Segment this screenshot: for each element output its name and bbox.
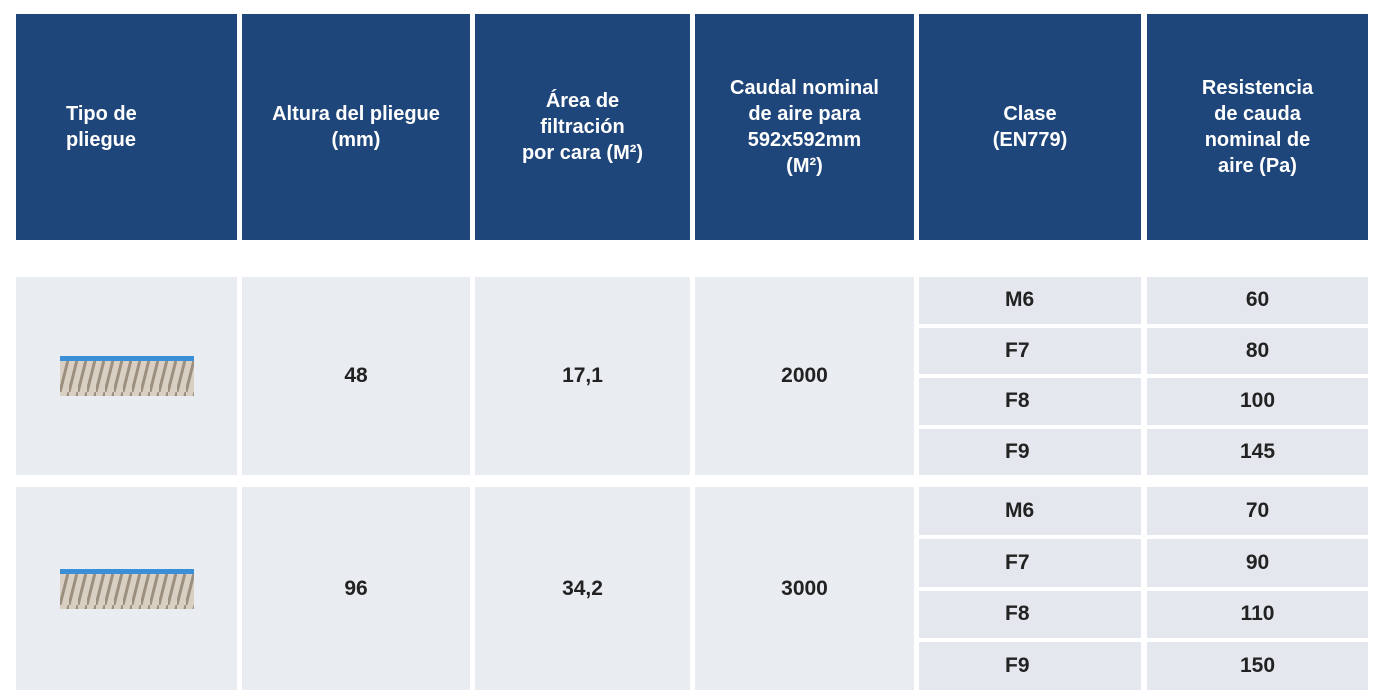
area-cell: 34,2 — [475, 487, 690, 690]
altura-cell: 96 — [242, 487, 470, 690]
header-cell: Clase(EN779) — [919, 14, 1141, 240]
resistencia-cell: 60 — [1147, 277, 1368, 324]
header-text: Área de — [546, 88, 619, 114]
cell-text: 3000 — [781, 577, 828, 601]
header-text: aire (Pa) — [1218, 153, 1297, 179]
resistencia-cell: 70 — [1147, 487, 1368, 535]
header-text: (mm) — [332, 127, 381, 153]
resistencia-cell: 90 — [1147, 539, 1368, 587]
resistencia-cell: 80 — [1147, 328, 1368, 375]
cell-text: 2000 — [781, 364, 828, 388]
cell-text: F8 — [1005, 602, 1030, 626]
cell-text: 48 — [344, 364, 367, 388]
cell-text: F7 — [1005, 339, 1030, 363]
header-text: nominal de — [1205, 127, 1311, 153]
cell-text: 150 — [1240, 654, 1275, 678]
header-text: (EN779) — [993, 127, 1067, 153]
caudal-cell: 3000 — [695, 487, 914, 690]
clase-cell: F7 — [919, 539, 1141, 587]
table: Tipo depliegueAltura del pliegue(mm)Área… — [0, 0, 1384, 690]
cell-text: 60 — [1246, 288, 1269, 312]
header-text: de cauda — [1214, 101, 1301, 127]
cell-text: 17,1 — [562, 364, 603, 388]
icon-cell — [16, 487, 237, 690]
pleat-icon — [60, 569, 194, 609]
header-text: pliegue — [66, 127, 136, 153]
cell-text: 145 — [1240, 440, 1275, 464]
resistencia-cell: 145 — [1147, 429, 1368, 476]
header-text: Altura del pliegue — [272, 101, 440, 127]
clase-cell: F8 — [919, 591, 1141, 639]
cell-text: 90 — [1246, 551, 1269, 575]
header-text: filtración — [540, 114, 624, 140]
cell-text: F8 — [1005, 389, 1030, 413]
resistencia-cell: 110 — [1147, 591, 1368, 639]
resistencia-cell: 150 — [1147, 642, 1368, 690]
cell-text: M6 — [1005, 499, 1034, 523]
area-cell: 17,1 — [475, 277, 690, 475]
header-text: de aire para — [748, 101, 860, 127]
cell-text: 80 — [1246, 339, 1269, 363]
clase-cell: M6 — [919, 487, 1141, 535]
header-text: (M²) — [786, 153, 823, 179]
clase-cell: M6 — [919, 277, 1141, 324]
icon-cell — [16, 277, 237, 475]
resistencia-cell: 100 — [1147, 378, 1368, 425]
cell-text: F9 — [1005, 654, 1030, 678]
cell-text: 34,2 — [562, 577, 603, 601]
cell-text: M6 — [1005, 288, 1034, 312]
clase-cell: F8 — [919, 378, 1141, 425]
pleat-icon — [60, 356, 194, 396]
header-text: 592x592mm — [748, 127, 861, 153]
cell-text: F9 — [1005, 440, 1030, 464]
altura-cell: 48 — [242, 277, 470, 475]
cell-text: 110 — [1241, 602, 1275, 626]
clase-cell: F9 — [919, 642, 1141, 690]
caudal-cell: 2000 — [695, 277, 914, 475]
cell-text: 100 — [1240, 389, 1275, 413]
header-text: por cara (M²) — [522, 140, 643, 166]
header-text: Resistencia — [1202, 75, 1313, 101]
clase-cell: F9 — [919, 429, 1141, 476]
clase-cell: F7 — [919, 328, 1141, 375]
header-text: Caudal nominal — [730, 75, 879, 101]
cell-text: 96 — [344, 577, 367, 601]
header-text: Tipo de — [66, 101, 137, 127]
header-text: Clase — [1003, 101, 1056, 127]
cell-text: F7 — [1005, 551, 1030, 575]
cell-text: 70 — [1246, 499, 1269, 523]
header-cell: Altura del pliegue(mm) — [242, 14, 470, 240]
